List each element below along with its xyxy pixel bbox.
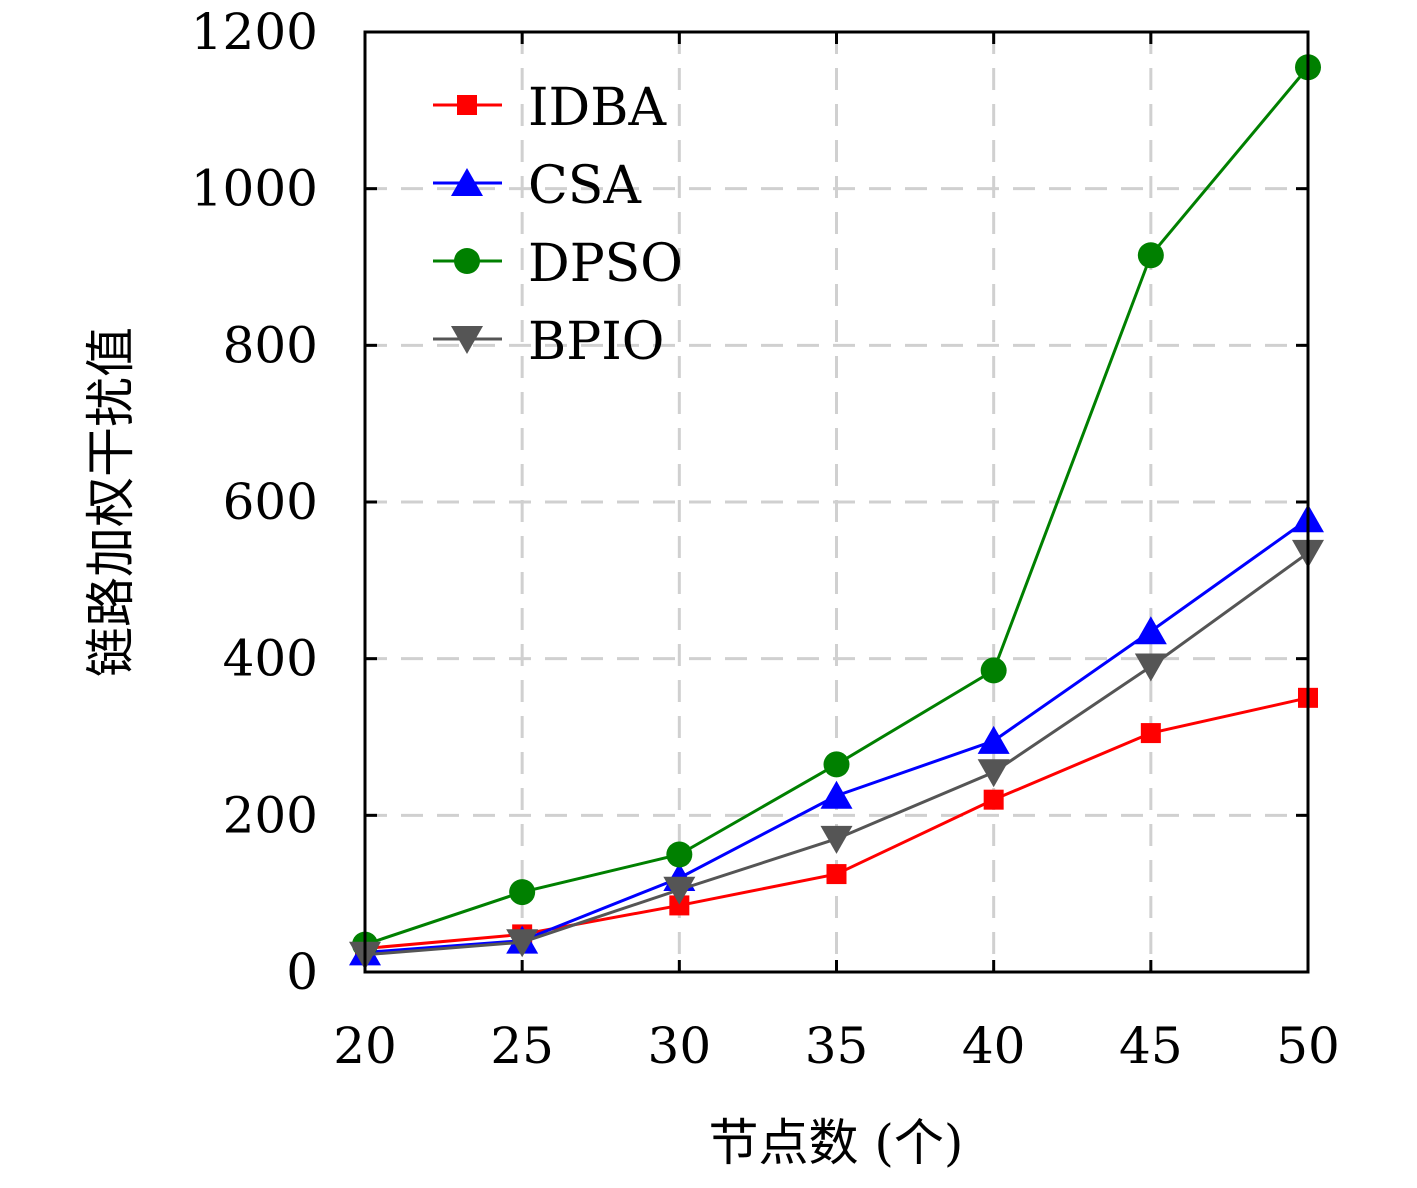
data-point-bpio-25 <box>506 929 539 958</box>
data-point-dpso-30 <box>666 841 693 868</box>
data-point-idba-30 <box>669 895 690 916</box>
data-point-idba-35 <box>826 864 847 885</box>
legend-marker-csa <box>451 168 483 196</box>
data-point-dpso-35 <box>823 751 850 778</box>
data-point-idba-45 <box>1140 723 1161 744</box>
legend-marker-dpso <box>454 248 480 274</box>
x-tick-label-45: 45 <box>1119 1017 1183 1075</box>
data-point-bpio-45 <box>1134 653 1167 682</box>
y-axis-title: 链路加权干扰值 <box>82 327 140 677</box>
x-tick-label-35: 35 <box>805 1017 869 1075</box>
x-axis-title: 节点数 (个) <box>709 1114 964 1172</box>
y-tick-label-200: 200 <box>223 786 318 844</box>
data-point-bpio-35 <box>820 825 853 854</box>
legend-label-idba: IDBA <box>528 78 667 138</box>
grid-lines <box>365 32 1308 972</box>
legend-marker-bpio <box>451 326 483 354</box>
y-tick-label-0: 0 <box>286 943 318 1001</box>
y-tick-label-600: 600 <box>223 473 318 531</box>
y-tick-label-400: 400 <box>223 630 318 688</box>
y-tick-label-1200: 1200 <box>191 3 318 61</box>
y-tick-label-1000: 1000 <box>191 160 318 218</box>
x-tick-label-25: 25 <box>490 1017 554 1075</box>
data-point-dpso-25 <box>509 879 536 906</box>
data-point-csa-35 <box>820 780 853 809</box>
legend-label-bpio: BPIO <box>528 312 664 372</box>
data-point-dpso-45 <box>1137 242 1164 269</box>
data-point-bpio-30 <box>663 876 696 905</box>
legend-item-bpio: BPIO <box>433 312 664 372</box>
series-dpso <box>352 54 1321 958</box>
legend-item-idba: IDBA <box>433 78 667 138</box>
legend-item-csa: CSA <box>433 156 642 216</box>
x-tick-label-40: 40 <box>962 1017 1026 1075</box>
data-point-csa-45 <box>1134 616 1167 645</box>
x-tick-label-50: 50 <box>1276 1017 1340 1075</box>
legend-marker-idba <box>457 95 477 115</box>
y-tick-label-800: 800 <box>223 316 318 374</box>
legend-label-dpso: DPSO <box>528 234 683 294</box>
data-point-bpio-40 <box>977 759 1010 788</box>
data-point-dpso-40 <box>980 657 1007 684</box>
x-tick-label-20: 20 <box>333 1017 397 1075</box>
axis-ticks <box>363 30 1310 974</box>
series-layer <box>349 54 1324 970</box>
legend: IDBA CSA DPSO BPIO <box>433 78 683 372</box>
x-tick-label-30: 30 <box>648 1017 712 1075</box>
tick-labels: 20 25 30 35 40 45 50 0 200 400 600 800 1000 1200 <box>191 3 1340 1075</box>
legend-label-csa: CSA <box>528 156 642 216</box>
data-point-idba-40 <box>983 789 1004 810</box>
legend-item-dpso: DPSO <box>433 234 683 294</box>
data-point-csa-40 <box>977 725 1010 754</box>
